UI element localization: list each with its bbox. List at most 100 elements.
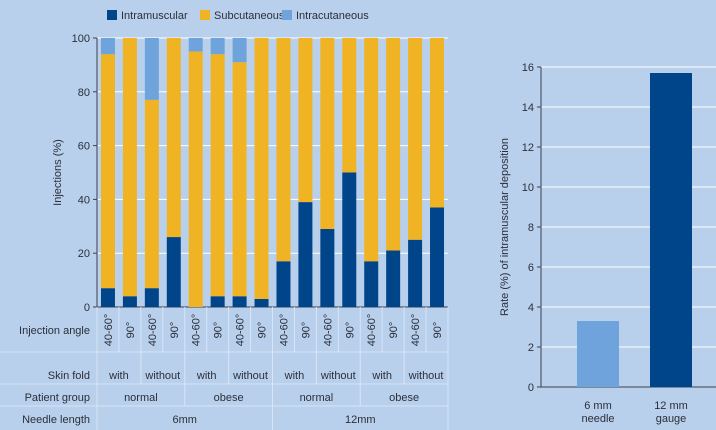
bar-intracutaneous-segment [144, 38, 159, 100]
bar-subcutaneous-segment [364, 38, 379, 262]
injection-angle-label: 40-60° [191, 314, 203, 347]
bar-intracutaneous-segment [210, 38, 225, 55]
bar-intramuscular-segment [254, 298, 269, 307]
bar-intramuscular-segment [100, 288, 115, 307]
patient-group-label: obese [389, 392, 419, 404]
bar-subcutaneous-segment [122, 38, 137, 297]
bar-intramuscular-segment [276, 261, 291, 307]
bar [577, 321, 619, 387]
bar-intramuscular-segment [320, 228, 335, 307]
injection-angle-label: 90° [213, 322, 225, 339]
y-tick-label: 0 [528, 382, 534, 394]
x-category-label: needle [581, 413, 614, 425]
bar-subcutaneous-segment [188, 51, 203, 308]
x-category-label: 12 mm [654, 400, 688, 412]
bar-intramuscular-segment [298, 202, 313, 307]
bar-subcutaneous-segment [408, 38, 423, 240]
x-category-label: gauge [656, 413, 687, 425]
bar-intracutaneous-segment [188, 38, 203, 52]
patient-group-label: normal [300, 392, 334, 404]
skin-fold-label: with [284, 370, 305, 382]
patient-group-label: normal [124, 392, 158, 404]
y-tick-label: 8 [528, 222, 534, 234]
bar-intracutaneous-segment [100, 38, 115, 55]
legend-swatch [107, 10, 117, 20]
patient-group-label: obese [214, 392, 244, 404]
needle-length-label: 6mm [173, 414, 197, 426]
bar-intramuscular-segment [122, 296, 137, 307]
bar-intracutaneous-segment [232, 38, 247, 63]
injection-angle-label: 40-60° [278, 314, 290, 347]
injection-angle-label: 40-60° [235, 314, 247, 347]
injection-angle-label: 90° [125, 322, 137, 339]
bar-subcutaneous-segment [320, 38, 335, 229]
y-tick-label: 14 [522, 102, 534, 114]
y-tick-label: 2 [528, 342, 534, 354]
bar-subcutaneous-segment [210, 54, 225, 297]
bar [650, 73, 692, 387]
y-tick-label: 80 [78, 87, 90, 99]
bar-subcutaneous-segment [166, 38, 181, 238]
injection-angle-label: 40-60° [322, 314, 334, 347]
row-label-needle-length: Needle length [22, 414, 90, 426]
bar-intramuscular-segment [144, 288, 159, 307]
injection-angle-label: 40-60° [147, 314, 159, 347]
legend-swatch [200, 10, 210, 20]
legend: Intramuscular Subcutaneous Intracutaneous [107, 10, 369, 22]
x-category-label: 6 mm [584, 400, 612, 412]
deposition-rate-chart: 0 2 4 6 8 10 12 14 16 Rate (%) of intramuscular d… [499, 62, 716, 425]
bar-subcutaneous-segment [100, 54, 115, 289]
bar-subcutaneous-segment [232, 62, 247, 297]
y-tick-label: 40 [78, 194, 90, 206]
injection-angle-label: 40-60° [103, 314, 115, 347]
skin-fold-label: without [232, 370, 268, 382]
injection-angle-label: 90° [300, 322, 312, 339]
injection-angle-label: 90° [257, 322, 269, 339]
y-tick-label: 4 [528, 302, 534, 314]
y-tick-label: 20 [78, 248, 90, 260]
skin-fold-label: with [196, 370, 217, 382]
legend-label: Subcutaneous [214, 10, 285, 22]
bar-intramuscular-segment [430, 207, 445, 307]
bar-intramuscular-segment [386, 250, 401, 307]
legend-label: Intramuscular [121, 10, 188, 22]
bar-subcutaneous-segment [254, 38, 269, 299]
bar-intramuscular-segment [342, 172, 357, 307]
skin-fold-label: without [320, 370, 356, 382]
injection-angle-label: 40-60° [410, 314, 422, 347]
bar-intramuscular-segment [364, 261, 379, 307]
bar-intramuscular-segment [408, 239, 423, 307]
bar-subcutaneous-segment [342, 38, 357, 173]
y-tick-label: 100 [72, 33, 90, 45]
injection-angle-label: 40-60° [366, 314, 378, 347]
y-tick-label: 10 [522, 182, 534, 194]
y-tick-label: 12 [522, 142, 534, 154]
bar-subcutaneous-segment [276, 38, 291, 262]
y-tick-label: 0 [84, 302, 90, 314]
bar-subcutaneous-segment [298, 38, 313, 203]
y-axis-title: Rate (%) of intramuscular deposition [499, 138, 511, 316]
injection-angle-label: 90° [388, 322, 400, 339]
y-tick-label: 60 [78, 141, 90, 153]
bar-subcutaneous-segment [386, 38, 401, 251]
y-axis-title: Injections (%) [52, 139, 64, 206]
row-label-skin-fold: Skin fold [48, 370, 90, 382]
legend-swatch [282, 10, 292, 20]
y-tick-label: 6 [528, 262, 534, 274]
injection-angle-label: 90° [344, 322, 356, 339]
y-tick-label: 16 [522, 62, 534, 74]
injection-angle-label: 90° [432, 322, 444, 339]
bar-subcutaneous-segment [144, 99, 159, 289]
bar-intramuscular-segment [210, 296, 225, 307]
skin-fold-label: with [108, 370, 129, 382]
skin-fold-label: without [408, 370, 444, 382]
bar-subcutaneous-segment [430, 38, 445, 208]
legend-label: Intracutaneous [296, 10, 369, 22]
needle-length-label: 12mm [345, 414, 376, 426]
skin-fold-label: without [144, 370, 180, 382]
stacked-bar-chart: 0 20 40 60 80 100 Injections (%) Injection angl… [0, 33, 449, 430]
bar-intramuscular-segment [166, 237, 181, 307]
bar-intramuscular-segment [232, 296, 247, 307]
skin-fold-label: with [371, 370, 392, 382]
